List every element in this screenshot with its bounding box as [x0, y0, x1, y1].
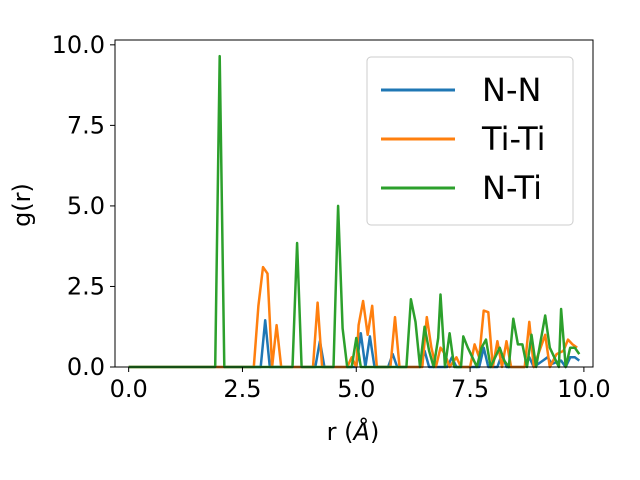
legend-label-n-n: N-N: [482, 71, 541, 109]
y-axis-ticks: 0.0 2.5 5.0 7.5 10.0: [52, 31, 115, 381]
legend-box: [366, 56, 574, 226]
x-tick-label: 2.5: [223, 375, 261, 403]
x-tick-label: 10.0: [557, 375, 610, 403]
x-tick-label: 7.5: [451, 375, 489, 403]
y-axis-label: g(r): [8, 183, 36, 227]
legend: N-N Ti-Ti N-Ti: [366, 56, 574, 226]
y-tick-label: 2.5: [67, 272, 105, 300]
legend-label-ti-ti: Ti-Ti: [481, 120, 546, 158]
axes-frame: [114, 39, 594, 368]
series-line-ti-ti: [128, 265, 578, 369]
y-tick-label: 10.0: [52, 31, 105, 59]
x-axis-ticks: 0.0 2.5 5.0 7.5 10.0: [110, 367, 611, 403]
x-tick-label: 5.0: [337, 375, 375, 403]
x-axis-label: r (Å): [327, 417, 380, 446]
y-tick-label: 0.0: [67, 353, 105, 381]
x-tick-label: 0.0: [110, 375, 148, 403]
y-tick-label: 5.0: [67, 192, 105, 220]
y-tick-label: 7.5: [67, 111, 105, 139]
legend-label-n-ti: N-Ti: [482, 169, 542, 207]
